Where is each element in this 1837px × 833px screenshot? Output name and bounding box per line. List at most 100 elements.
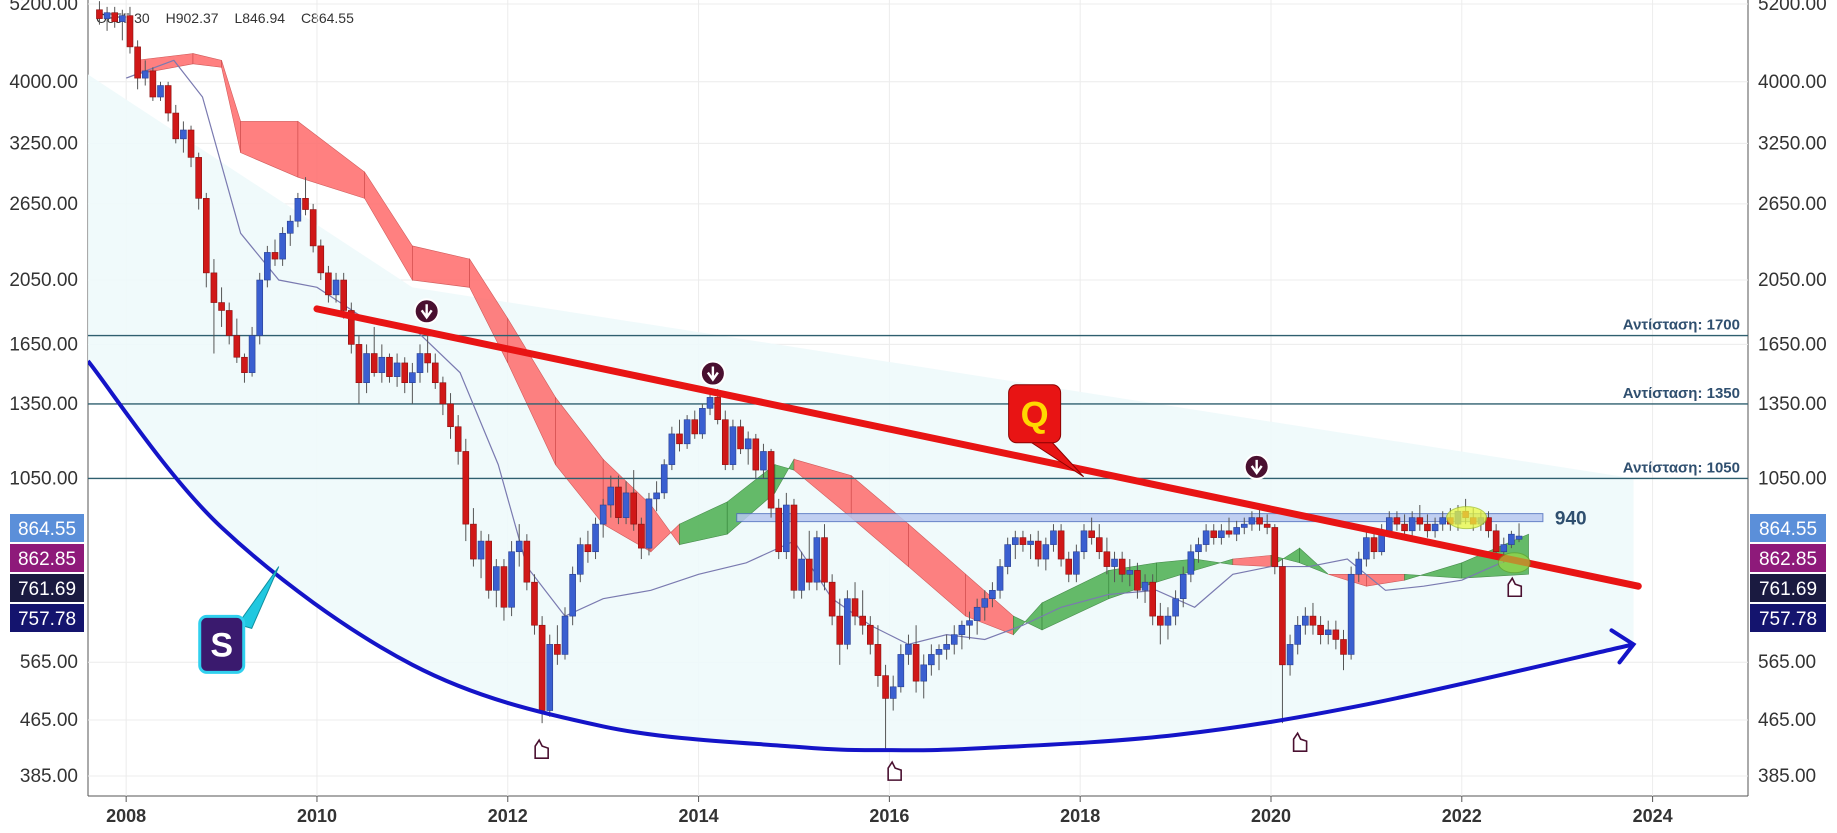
candle-down bbox=[164, 85, 172, 114]
y-tick-label-right: 1050.00 bbox=[1758, 468, 1827, 489]
candle-down bbox=[691, 419, 699, 435]
x-tick-label: 2014 bbox=[679, 806, 719, 826]
candle-down bbox=[1157, 615, 1164, 626]
candle-up bbox=[1294, 624, 1302, 645]
candle-down bbox=[1256, 517, 1263, 525]
candle-down bbox=[1118, 558, 1126, 575]
candle-down bbox=[912, 644, 920, 682]
candle-up bbox=[1240, 523, 1248, 528]
candle-up bbox=[950, 634, 958, 645]
candle-down bbox=[1263, 523, 1271, 528]
price-badge-right bbox=[1750, 514, 1826, 542]
candle-up bbox=[332, 279, 340, 296]
candle-down bbox=[538, 624, 546, 711]
candle-up bbox=[157, 85, 164, 98]
candle-down bbox=[370, 353, 378, 373]
candle-up bbox=[416, 353, 424, 373]
candle-down bbox=[225, 310, 233, 336]
candle-down bbox=[752, 438, 760, 471]
candle-up bbox=[599, 504, 607, 525]
candle-down bbox=[1485, 517, 1492, 532]
candle-down bbox=[195, 157, 202, 199]
candle-up bbox=[798, 558, 805, 591]
candle-down bbox=[1370, 537, 1378, 553]
candle-down bbox=[821, 537, 828, 583]
ohlc-low: L846.94 bbox=[234, 10, 286, 26]
candle-up bbox=[248, 335, 256, 373]
candle-up bbox=[508, 551, 515, 608]
candle-up bbox=[1363, 537, 1370, 560]
candle-up bbox=[569, 573, 576, 617]
candle-down bbox=[317, 245, 325, 274]
price-badge-right bbox=[1750, 574, 1826, 602]
trendline bbox=[313, 305, 1642, 590]
candle-up bbox=[1218, 530, 1225, 538]
candle-up bbox=[683, 419, 691, 445]
candle-up bbox=[493, 566, 500, 591]
candle-down bbox=[1210, 530, 1218, 538]
candle-up bbox=[958, 624, 966, 635]
hand-pointer-icon bbox=[1507, 576, 1523, 598]
candle-up bbox=[1080, 530, 1088, 553]
candle-up bbox=[286, 220, 294, 234]
candle-down bbox=[1019, 537, 1027, 545]
candle-up bbox=[1202, 530, 1210, 545]
candle-down bbox=[523, 540, 531, 583]
zone-940 bbox=[736, 513, 1544, 523]
candle-up bbox=[363, 353, 370, 384]
candle-down bbox=[454, 426, 462, 452]
candle-up bbox=[561, 615, 569, 655]
x-tick-label: 2018 bbox=[1060, 806, 1100, 826]
candle-down bbox=[1492, 530, 1500, 553]
candle-down bbox=[805, 558, 813, 583]
candle-up bbox=[1515, 535, 1523, 540]
down-arrow-glyph bbox=[1250, 459, 1263, 475]
ohlc-readout: O855.30 H902.37 L846.94 C864.55 bbox=[96, 10, 366, 26]
candle-down bbox=[630, 492, 638, 525]
candle-up bbox=[294, 198, 302, 222]
price-badge-left-label: 864.55 bbox=[18, 519, 76, 540]
candle-up bbox=[996, 566, 1004, 591]
candle-up bbox=[592, 523, 599, 553]
candle-up bbox=[668, 433, 676, 465]
x-tick-label: 2024 bbox=[1633, 806, 1673, 826]
candle-up bbox=[981, 598, 989, 608]
candle-down bbox=[340, 279, 347, 311]
candle-up bbox=[920, 664, 928, 682]
candle-down bbox=[210, 272, 218, 303]
candle-up bbox=[645, 498, 653, 549]
candle-down bbox=[1340, 639, 1347, 655]
candle-up bbox=[744, 438, 752, 450]
cloud-segment-bearish bbox=[221, 60, 241, 153]
candle-up bbox=[1187, 551, 1195, 575]
candle-up bbox=[546, 644, 554, 711]
x-tick-label: 2020 bbox=[1251, 806, 1291, 826]
candle-down bbox=[554, 644, 561, 655]
candle-up bbox=[256, 279, 264, 336]
candle-up bbox=[1141, 581, 1149, 591]
candle-up bbox=[1233, 527, 1240, 535]
candle-up bbox=[1179, 573, 1187, 599]
candle-down bbox=[721, 419, 729, 465]
cloud-segment-bullish bbox=[1299, 547, 1329, 575]
annotations: Αντίσταση: 1700 Αντίσταση: 1350 Αντίσταση:… bbox=[198, 298, 1740, 781]
candle-down bbox=[1225, 530, 1233, 535]
cloud-segment-bearish bbox=[192, 53, 222, 68]
candle-down bbox=[714, 397, 721, 420]
candle-up bbox=[180, 129, 187, 140]
x-tick-label: 2016 bbox=[869, 806, 909, 826]
price-badge-left bbox=[10, 604, 84, 632]
candle-up bbox=[1004, 544, 1011, 567]
y-tick-label-left: 4000.00 bbox=[9, 72, 78, 93]
y-axis: 5200.00 5200.00 4000.00 4000.00 3250.00 3250.… bbox=[9, 0, 1826, 787]
candle-down bbox=[1309, 615, 1317, 626]
price-badge-right-label: 761.69 bbox=[1759, 579, 1817, 600]
plot-area[interactable] bbox=[88, 1, 1748, 753]
price-badge-right bbox=[1750, 604, 1826, 632]
candle-up bbox=[1355, 558, 1363, 575]
candle-down bbox=[1149, 581, 1156, 617]
candle-down bbox=[790, 504, 798, 591]
y-tick-label-left: 1050.00 bbox=[9, 468, 78, 489]
candle-up bbox=[783, 504, 790, 553]
